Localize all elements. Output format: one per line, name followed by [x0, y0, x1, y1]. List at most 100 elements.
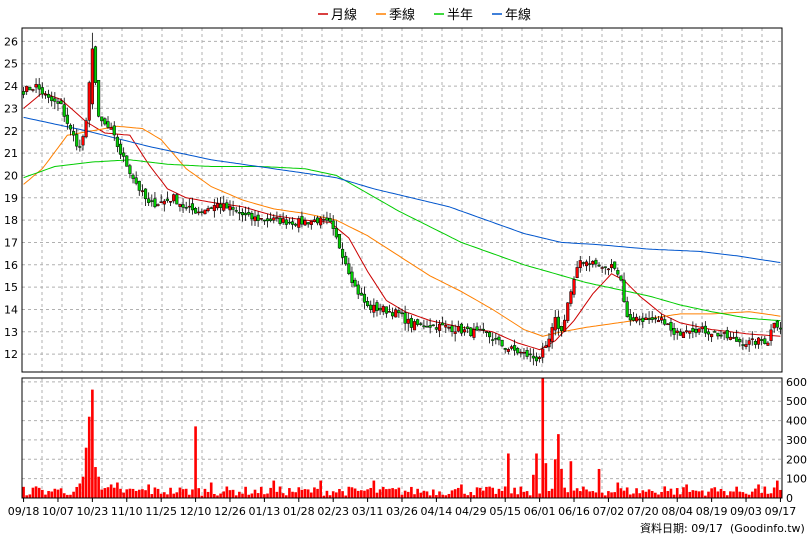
candle-body — [556, 316, 560, 329]
candle-body — [728, 336, 732, 340]
volume-bar — [194, 426, 197, 498]
volume-bar — [363, 490, 366, 498]
volume-bar — [278, 486, 282, 498]
candle-body — [159, 201, 163, 204]
volume-bar — [128, 488, 132, 498]
candle-body — [156, 204, 160, 206]
price-tick-label-0: 12 — [4, 348, 18, 361]
candle-body — [772, 322, 776, 329]
volume-bar — [284, 495, 288, 498]
candle-body — [713, 331, 717, 333]
date-tick-label-2: 10/23 — [77, 505, 109, 518]
candle-body — [628, 314, 632, 321]
volume-bar — [166, 494, 169, 498]
volume-bar — [22, 486, 25, 498]
candle-body — [40, 87, 44, 95]
volume-bar — [569, 461, 573, 498]
candle-body — [53, 98, 57, 102]
candle-body — [387, 311, 392, 313]
candle-body — [478, 329, 482, 331]
candle-body — [187, 205, 191, 208]
volume-bar — [234, 495, 238, 498]
candle-body — [75, 134, 79, 147]
candle-body — [681, 332, 686, 338]
legend-label-0: 月線 — [331, 7, 357, 23]
candle-body — [62, 104, 66, 117]
volume-bar — [347, 486, 351, 498]
volume-bar — [275, 491, 279, 498]
candle-body — [488, 332, 492, 338]
volume-bar — [112, 487, 116, 498]
candle-body — [97, 80, 101, 117]
volume-bar — [397, 487, 401, 498]
volume-bar — [494, 493, 498, 498]
volume-bar — [360, 490, 363, 498]
candle-body — [456, 326, 460, 332]
grid — [22, 28, 782, 498]
candle-body — [265, 218, 270, 222]
volume-tick-label-3: 300 — [786, 434, 807, 447]
volume-bar — [597, 468, 601, 498]
candle-body — [400, 312, 404, 315]
volume-bar — [431, 489, 435, 498]
volume-bar — [225, 486, 229, 498]
volume-bar — [754, 488, 757, 498]
date-tick-label-6: 12/26 — [214, 505, 246, 518]
volume-bar — [131, 488, 135, 498]
volume-bar — [75, 486, 79, 498]
candle-body — [516, 348, 520, 354]
candle-body — [34, 84, 38, 88]
candle-body — [37, 84, 41, 90]
ma-line-1 — [23, 125, 781, 337]
candle-body — [287, 221, 291, 224]
volume-bar — [419, 492, 423, 498]
volume-bar — [582, 486, 585, 498]
candle-body — [419, 323, 423, 325]
candlesticks — [22, 32, 782, 367]
candle-body — [738, 338, 742, 343]
volume-bar — [638, 493, 642, 498]
candle-body — [381, 306, 385, 312]
volume-bar — [669, 488, 673, 498]
volume-bar — [635, 488, 638, 498]
volume-bar — [256, 493, 260, 498]
candle-body — [572, 279, 576, 295]
candle-body — [140, 190, 144, 192]
volume-bar — [469, 492, 473, 498]
volume-bar — [657, 494, 660, 498]
candle-body — [394, 309, 398, 318]
volume-bar — [532, 474, 535, 498]
volume-bar — [181, 489, 185, 498]
volume-bar — [503, 486, 507, 498]
candle-body — [747, 340, 751, 345]
candle-body — [688, 330, 692, 334]
candle-body — [109, 127, 113, 130]
candle-body — [581, 262, 585, 264]
candle-body — [450, 325, 454, 332]
volume-bar — [184, 488, 188, 498]
volume-bar — [775, 480, 779, 498]
volume-bar — [553, 459, 557, 498]
date-tick-label-20: 08/19 — [696, 505, 728, 518]
candle-body — [691, 328, 695, 332]
candle-body — [631, 317, 636, 321]
candle-body — [237, 211, 241, 214]
volume-bar — [450, 490, 454, 498]
candle-body — [300, 216, 304, 225]
volume-bar — [438, 491, 441, 498]
volume-bar — [200, 495, 204, 498]
volume-bar — [72, 491, 75, 498]
volume-bar — [188, 494, 191, 498]
candle-body — [100, 116, 104, 122]
candle-body — [369, 304, 373, 310]
candle-body — [538, 356, 542, 360]
volume-bar — [435, 495, 438, 498]
date-tick-label-12: 04/14 — [421, 505, 453, 518]
candle-body — [731, 337, 736, 339]
date-tick-label-18: 07/20 — [627, 505, 659, 518]
date-tick-label-22: 09/17 — [765, 505, 797, 518]
volume-bar — [466, 495, 469, 498]
volume-bar — [147, 484, 150, 498]
volume-bar — [322, 495, 326, 498]
date-tick-label-16: 06/16 — [558, 505, 590, 518]
